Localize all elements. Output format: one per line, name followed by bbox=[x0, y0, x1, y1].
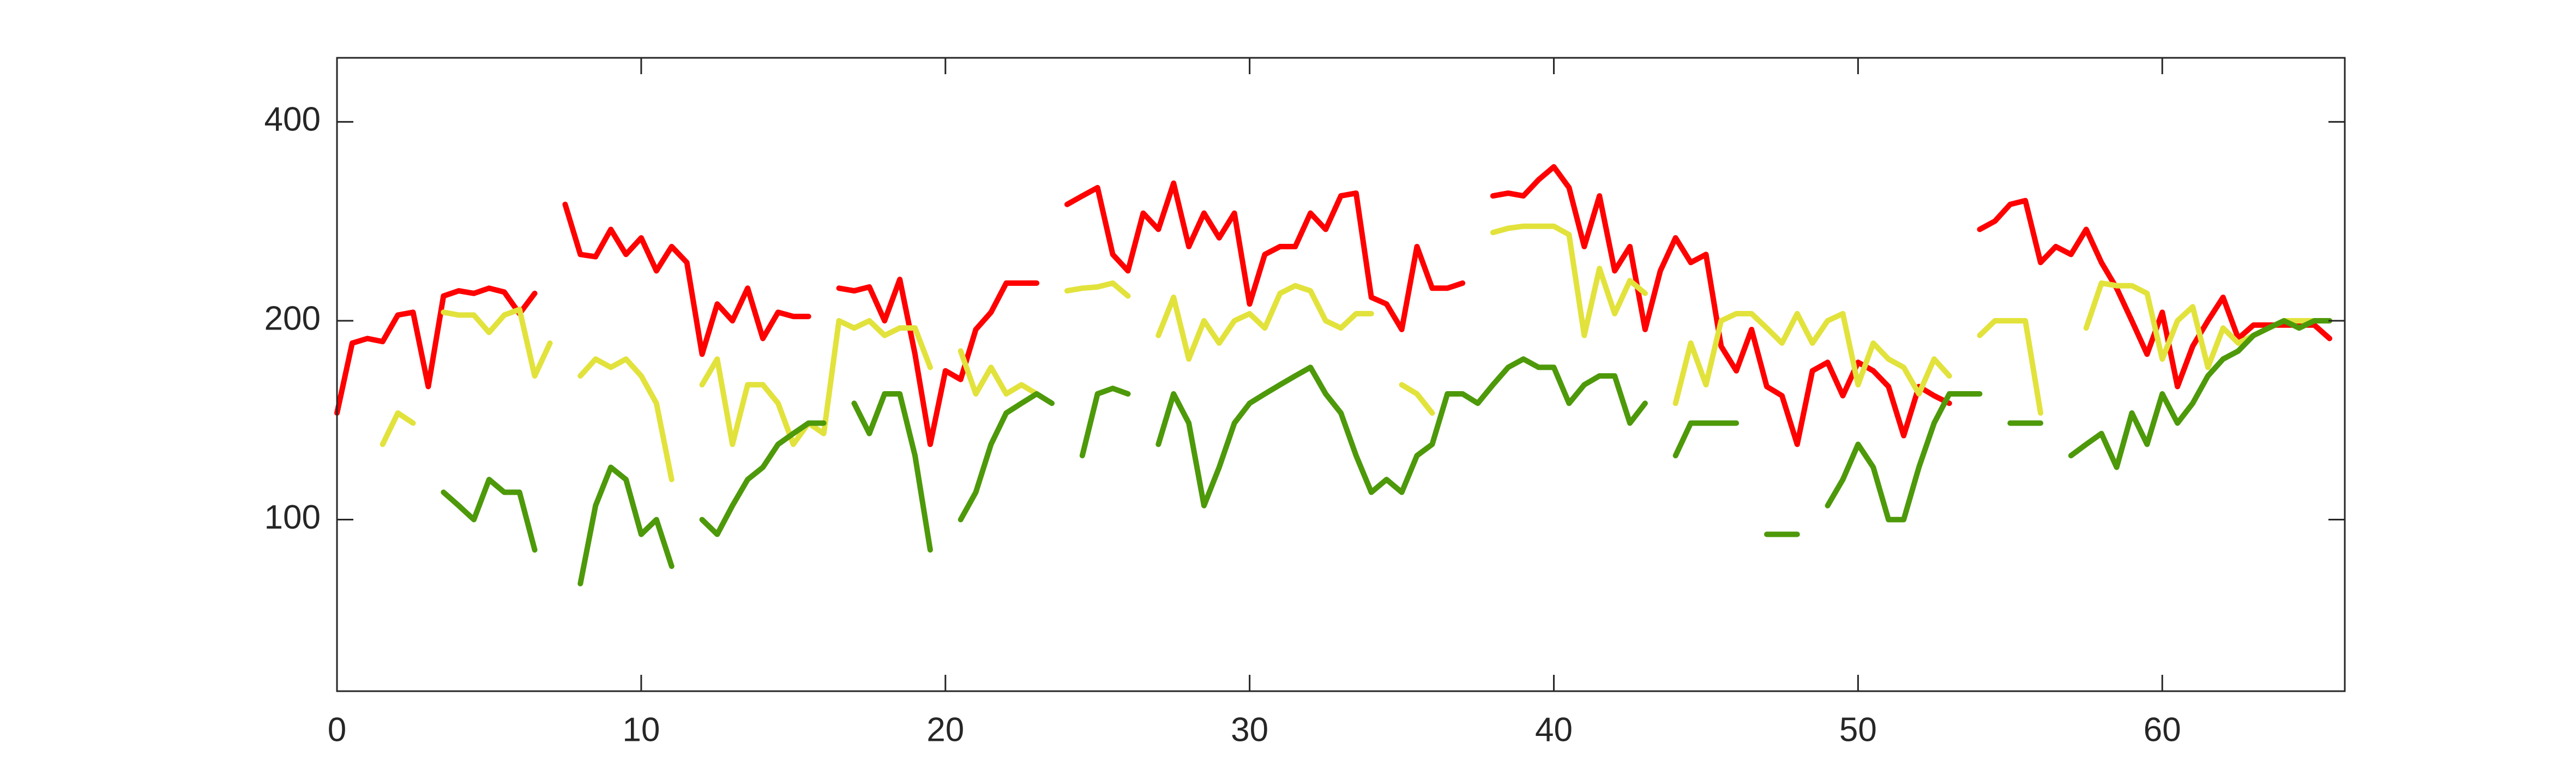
x-tick-label: 10 bbox=[622, 711, 660, 748]
x-tick-label: 50 bbox=[1839, 711, 1877, 748]
x-tick-label: 0 bbox=[328, 711, 346, 748]
x-tick-label: 60 bbox=[2144, 711, 2181, 748]
x-tick-label: 40 bbox=[1535, 711, 1573, 748]
data-line bbox=[334, 164, 2333, 447]
x-tick-label: 30 bbox=[1231, 711, 1268, 748]
x-tick-label: 20 bbox=[926, 711, 964, 748]
data-line bbox=[441, 318, 2333, 586]
data-line bbox=[380, 223, 2333, 482]
y-tick-label: 100 bbox=[264, 499, 321, 536]
plot-frame bbox=[336, 57, 2346, 692]
y-tick-label: 200 bbox=[264, 299, 321, 337]
y-tick-label: 400 bbox=[264, 101, 321, 139]
